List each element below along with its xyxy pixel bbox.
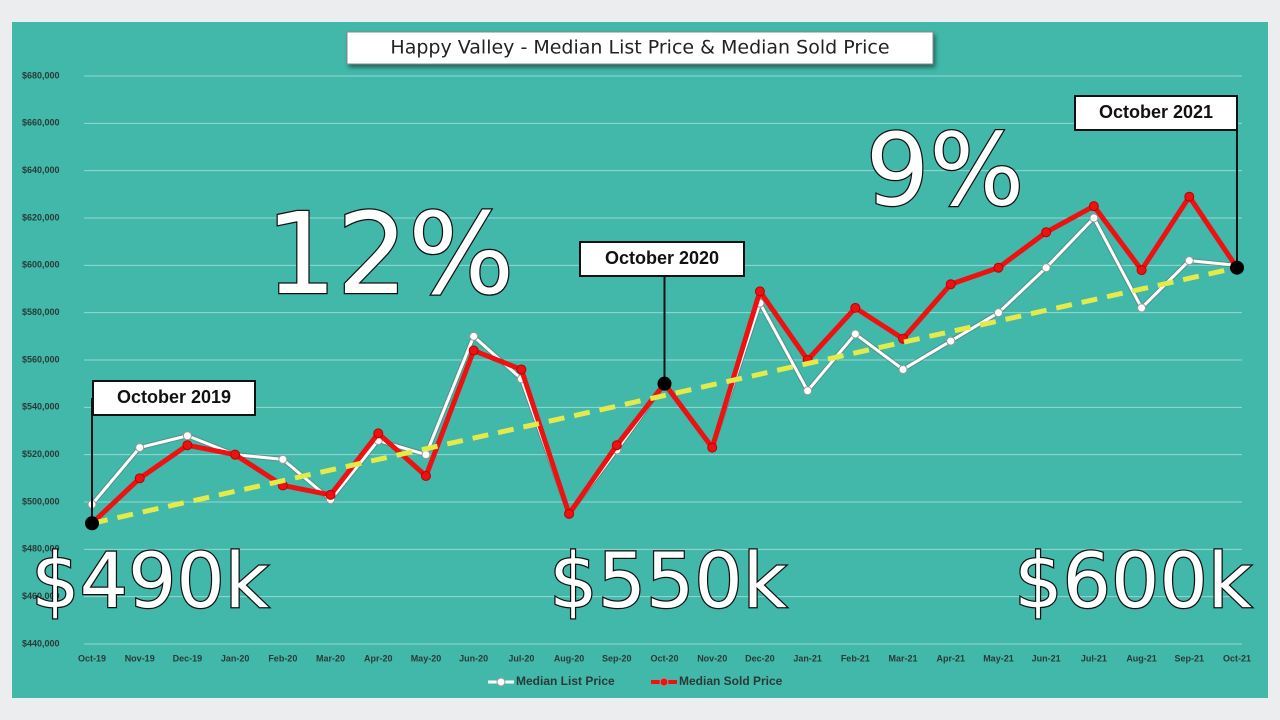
x-tick-label: May-21 bbox=[983, 653, 1014, 663]
data-point bbox=[182, 431, 192, 441]
data-point bbox=[564, 508, 575, 519]
data-point bbox=[1136, 265, 1147, 276]
callout-label: October 2021 bbox=[1099, 102, 1213, 122]
x-tick-label: Nov-20 bbox=[697, 653, 727, 663]
callout-box bbox=[92, 380, 256, 416]
title-box bbox=[346, 31, 934, 65]
y-tick-label: $480,000 bbox=[22, 544, 60, 554]
data-point bbox=[993, 262, 1004, 273]
x-tick-label: Sep-20 bbox=[602, 653, 632, 663]
data-point bbox=[468, 345, 479, 356]
y-tick-label: $620,000 bbox=[22, 212, 60, 222]
x-tick-label: Feb-20 bbox=[268, 653, 297, 663]
data-point bbox=[1088, 201, 1099, 212]
plot-panel bbox=[12, 22, 1268, 698]
overlay-text: $600k bbox=[1014, 536, 1251, 625]
callout-label: October 2020 bbox=[605, 248, 719, 268]
x-tick-label: Feb-21 bbox=[841, 653, 870, 663]
callout-point bbox=[85, 516, 99, 531]
data-point bbox=[182, 440, 193, 451]
data-point bbox=[135, 443, 145, 453]
data-point bbox=[516, 364, 527, 375]
data-point bbox=[1184, 256, 1194, 266]
x-tick-label: Sep-21 bbox=[1175, 653, 1205, 663]
data-point bbox=[945, 279, 956, 290]
overlay-text: 9% bbox=[866, 111, 1025, 228]
x-tick-label: Mar-21 bbox=[889, 653, 918, 663]
x-tick-label: Jan-21 bbox=[793, 653, 822, 663]
data-point bbox=[134, 473, 145, 484]
x-tick-label: Oct-20 bbox=[650, 653, 678, 663]
x-tick-label: May-20 bbox=[411, 653, 442, 663]
x-tick-label: Apr-20 bbox=[364, 653, 393, 663]
x-tick-label: Jun-20 bbox=[459, 653, 488, 663]
x-tick-label: Jan-20 bbox=[221, 653, 250, 663]
legend-label: Median Sold Price bbox=[679, 674, 783, 688]
x-tick-label: Jul-20 bbox=[508, 653, 534, 663]
y-tick-label: $680,000 bbox=[22, 70, 60, 80]
overlay-text: 12% bbox=[266, 190, 515, 320]
x-tick-label: Aug-20 bbox=[554, 653, 585, 663]
data-point bbox=[373, 428, 384, 439]
data-point bbox=[946, 336, 956, 346]
legend-marker bbox=[659, 677, 669, 687]
y-tick-label: $500,000 bbox=[22, 496, 60, 506]
x-tick-label: Jun-21 bbox=[1032, 653, 1061, 663]
x-tick-label: Dec-20 bbox=[745, 653, 775, 663]
y-tick-label: $520,000 bbox=[22, 449, 60, 459]
callout-box bbox=[579, 241, 745, 277]
x-tick-label: Aug-21 bbox=[1126, 653, 1157, 663]
data-point bbox=[850, 329, 860, 339]
y-tick-label: $580,000 bbox=[22, 307, 60, 317]
data-point bbox=[1089, 213, 1099, 223]
callout-box bbox=[1074, 95, 1238, 131]
chart-title: Happy Valley - Median List Price & Media… bbox=[390, 37, 889, 59]
callout-label: October 2019 bbox=[117, 387, 231, 407]
x-tick-label: Nov-19 bbox=[125, 653, 155, 663]
x-tick-label: Apr-21 bbox=[936, 653, 965, 663]
data-point bbox=[803, 386, 813, 396]
x-tick-label: Dec-19 bbox=[173, 653, 203, 663]
data-point bbox=[754, 286, 765, 297]
callout-point bbox=[1230, 260, 1244, 275]
overlay-text: $490k bbox=[31, 536, 268, 625]
x-tick-label: Oct-19 bbox=[78, 653, 106, 663]
data-point bbox=[707, 442, 718, 453]
y-tick-label: $440,000 bbox=[22, 638, 60, 648]
legend-label: Median List Price bbox=[516, 674, 615, 688]
data-point bbox=[611, 440, 622, 451]
data-point bbox=[278, 454, 288, 464]
y-tick-label: $460,000 bbox=[22, 591, 60, 601]
data-point bbox=[850, 302, 861, 313]
y-tick-label: $660,000 bbox=[22, 118, 60, 128]
callout-point bbox=[657, 376, 672, 391]
y-tick-label: $600,000 bbox=[22, 260, 60, 270]
data-point bbox=[325, 489, 336, 500]
data-point bbox=[1184, 191, 1195, 202]
y-tick-label: $640,000 bbox=[22, 165, 60, 175]
data-point bbox=[420, 470, 431, 481]
data-point bbox=[898, 364, 908, 374]
x-tick-label: Mar-20 bbox=[316, 653, 345, 663]
data-point bbox=[1137, 303, 1147, 313]
legend-marker bbox=[496, 677, 506, 687]
data-point bbox=[230, 449, 241, 460]
data-point bbox=[1041, 227, 1052, 238]
x-tick-label: Jul-21 bbox=[1081, 653, 1107, 663]
x-tick-label: Oct-21 bbox=[1223, 653, 1251, 663]
y-tick-label: $560,000 bbox=[22, 354, 60, 364]
data-point bbox=[993, 308, 1003, 318]
data-point bbox=[469, 331, 479, 341]
trend-line bbox=[91, 265, 1238, 526]
data-point bbox=[1041, 263, 1051, 273]
overlay-text: $550k bbox=[549, 536, 786, 625]
y-tick-label: $540,000 bbox=[22, 402, 60, 412]
